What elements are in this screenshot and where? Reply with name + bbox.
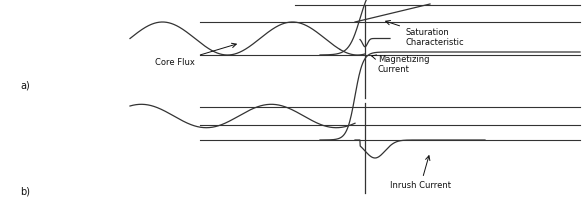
Text: Core Flux: Core Flux: [155, 43, 236, 67]
Text: Saturation
Characteristic: Saturation Characteristic: [386, 20, 464, 47]
Text: Inrush Current: Inrush Current: [390, 156, 451, 190]
Text: Magnetizing
Current: Magnetizing Current: [372, 55, 430, 74]
Text: b): b): [20, 187, 30, 197]
Text: a): a): [20, 80, 30, 90]
